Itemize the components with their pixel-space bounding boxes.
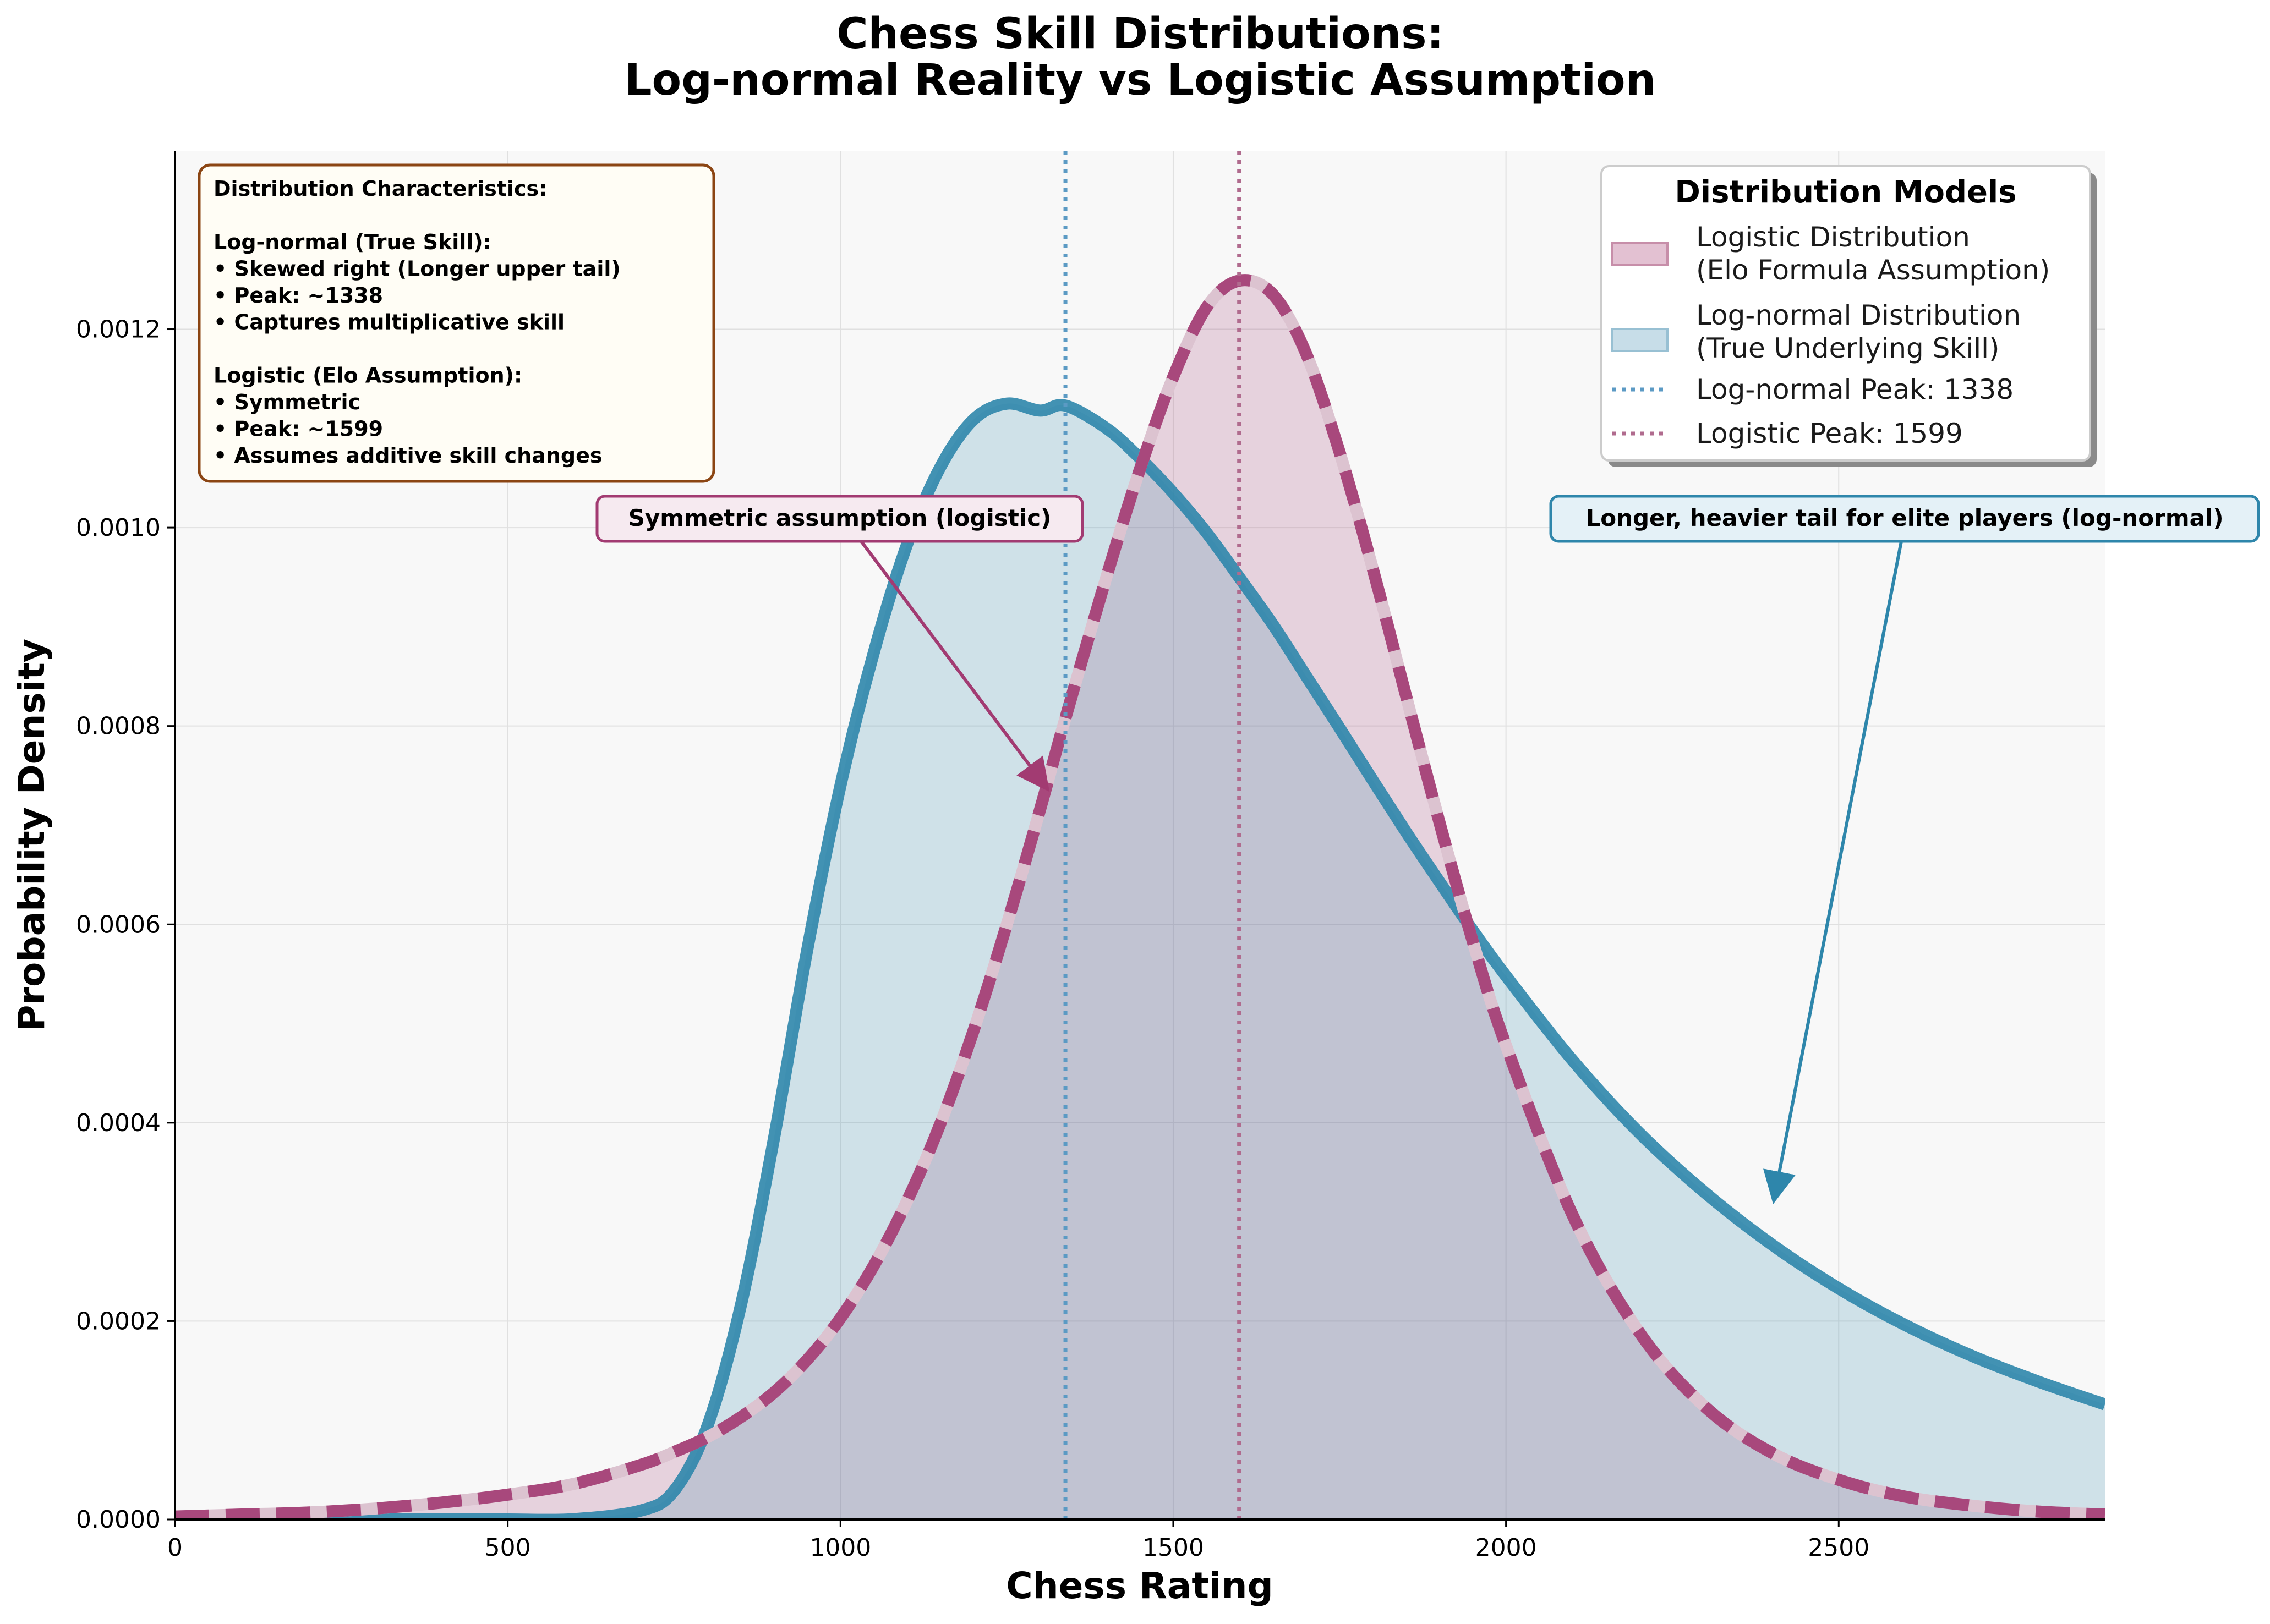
annotation-text-logistic: Symmetric assumption (logistic) bbox=[628, 504, 1052, 531]
legend-swatch-0 bbox=[1611, 242, 1669, 266]
legend-frame bbox=[1600, 165, 2091, 462]
legend-label-2: Log-normal Peak: 1338 bbox=[1696, 374, 2014, 405]
series-area-0 bbox=[175, 280, 2105, 1519]
axes bbox=[167, 151, 2105, 1527]
legend-swatch-1 bbox=[1611, 328, 1669, 352]
legend-label-1: Log-normal Distribution bbox=[1696, 299, 2021, 331]
info-line: • Symmetric bbox=[214, 390, 360, 414]
annotation-arrow-lognormal bbox=[1763, 541, 1903, 1204]
legend-title: Distribution Models bbox=[1675, 174, 2016, 210]
info-line: • Captures multiplicative skill bbox=[214, 310, 565, 334]
y-tick-label: 0.0000 bbox=[76, 1506, 161, 1534]
info-line: • Skewed right (Longer upper tail) bbox=[214, 257, 621, 281]
info-line: • Assumes additive skill changes bbox=[214, 443, 603, 468]
series-layer bbox=[175, 274, 2105, 1519]
tick-labels: 0 500 1000 1500 2000 2500 0.0000 0.0002 0.0004 0.… bbox=[76, 316, 1869, 1562]
legend-sublabel-1: (True Underlying Skill) bbox=[1696, 332, 2000, 364]
annotation-box-lognormal bbox=[1549, 495, 2260, 543]
info-line: Distribution Characteristics: bbox=[214, 177, 547, 201]
x-tick-label: 2000 bbox=[1475, 1534, 1537, 1562]
info-line: Log-normal (True Skill): bbox=[214, 230, 491, 254]
chart-subtitle: Log-normal Reality vs Logistic Assumptio… bbox=[625, 56, 1656, 105]
reference-lines bbox=[1063, 151, 1241, 1519]
y-tick-label: 0.0012 bbox=[76, 316, 161, 344]
legend-label-0: Logistic Distribution bbox=[1696, 221, 1970, 253]
y-tick-label: 0.0002 bbox=[76, 1307, 161, 1335]
x-axis-label: Chess Rating bbox=[1006, 1565, 1273, 1607]
annotation-arrow-logistic bbox=[860, 540, 1050, 792]
y-tick-label: 0.0010 bbox=[76, 514, 161, 542]
info-box-frame bbox=[198, 163, 715, 483]
y-axis-label: Probability Density bbox=[10, 639, 53, 1032]
logistic-line bbox=[175, 274, 2105, 1519]
x-tick-label: 500 bbox=[485, 1534, 531, 1562]
info-line: Logistic (Elo Assumption): bbox=[214, 364, 522, 388]
legend-sublabel-0: (Elo Formula Assumption) bbox=[1696, 254, 2050, 286]
x-tick-label: 1000 bbox=[809, 1534, 871, 1562]
x-tick-label: 0 bbox=[167, 1534, 183, 1562]
grid bbox=[174, 151, 2105, 1520]
annotation-text-lognormal: Longer, heavier tail for elite players (… bbox=[1585, 504, 2223, 531]
info-box: Distribution Characteristics: Log-normal … bbox=[198, 163, 715, 483]
y-tick-label: 0.0008 bbox=[76, 712, 161, 740]
y-tick-label: 0.0006 bbox=[76, 910, 161, 939]
annotations: Symmetric assumption (logistic) Longer, h… bbox=[595, 495, 2260, 1204]
annotation-box-logistic bbox=[595, 495, 1084, 543]
x-tick-label: 1500 bbox=[1142, 1534, 1204, 1562]
legend: Distribution Models Logistic Distribution… bbox=[1600, 165, 2097, 467]
info-line: • Peak: ~1338 bbox=[214, 283, 383, 308]
chart-title: Chess Skill Distributions: bbox=[836, 9, 1444, 59]
legend-label-3: Logistic Peak: 1599 bbox=[1696, 418, 1963, 449]
series-area-1 bbox=[175, 403, 2105, 1519]
lognormal-line bbox=[175, 397, 2105, 1519]
x-tick-label: 2500 bbox=[1808, 1534, 1869, 1562]
y-tick-label: 0.0004 bbox=[76, 1109, 161, 1137]
info-line: • Peak: ~1599 bbox=[214, 417, 383, 441]
